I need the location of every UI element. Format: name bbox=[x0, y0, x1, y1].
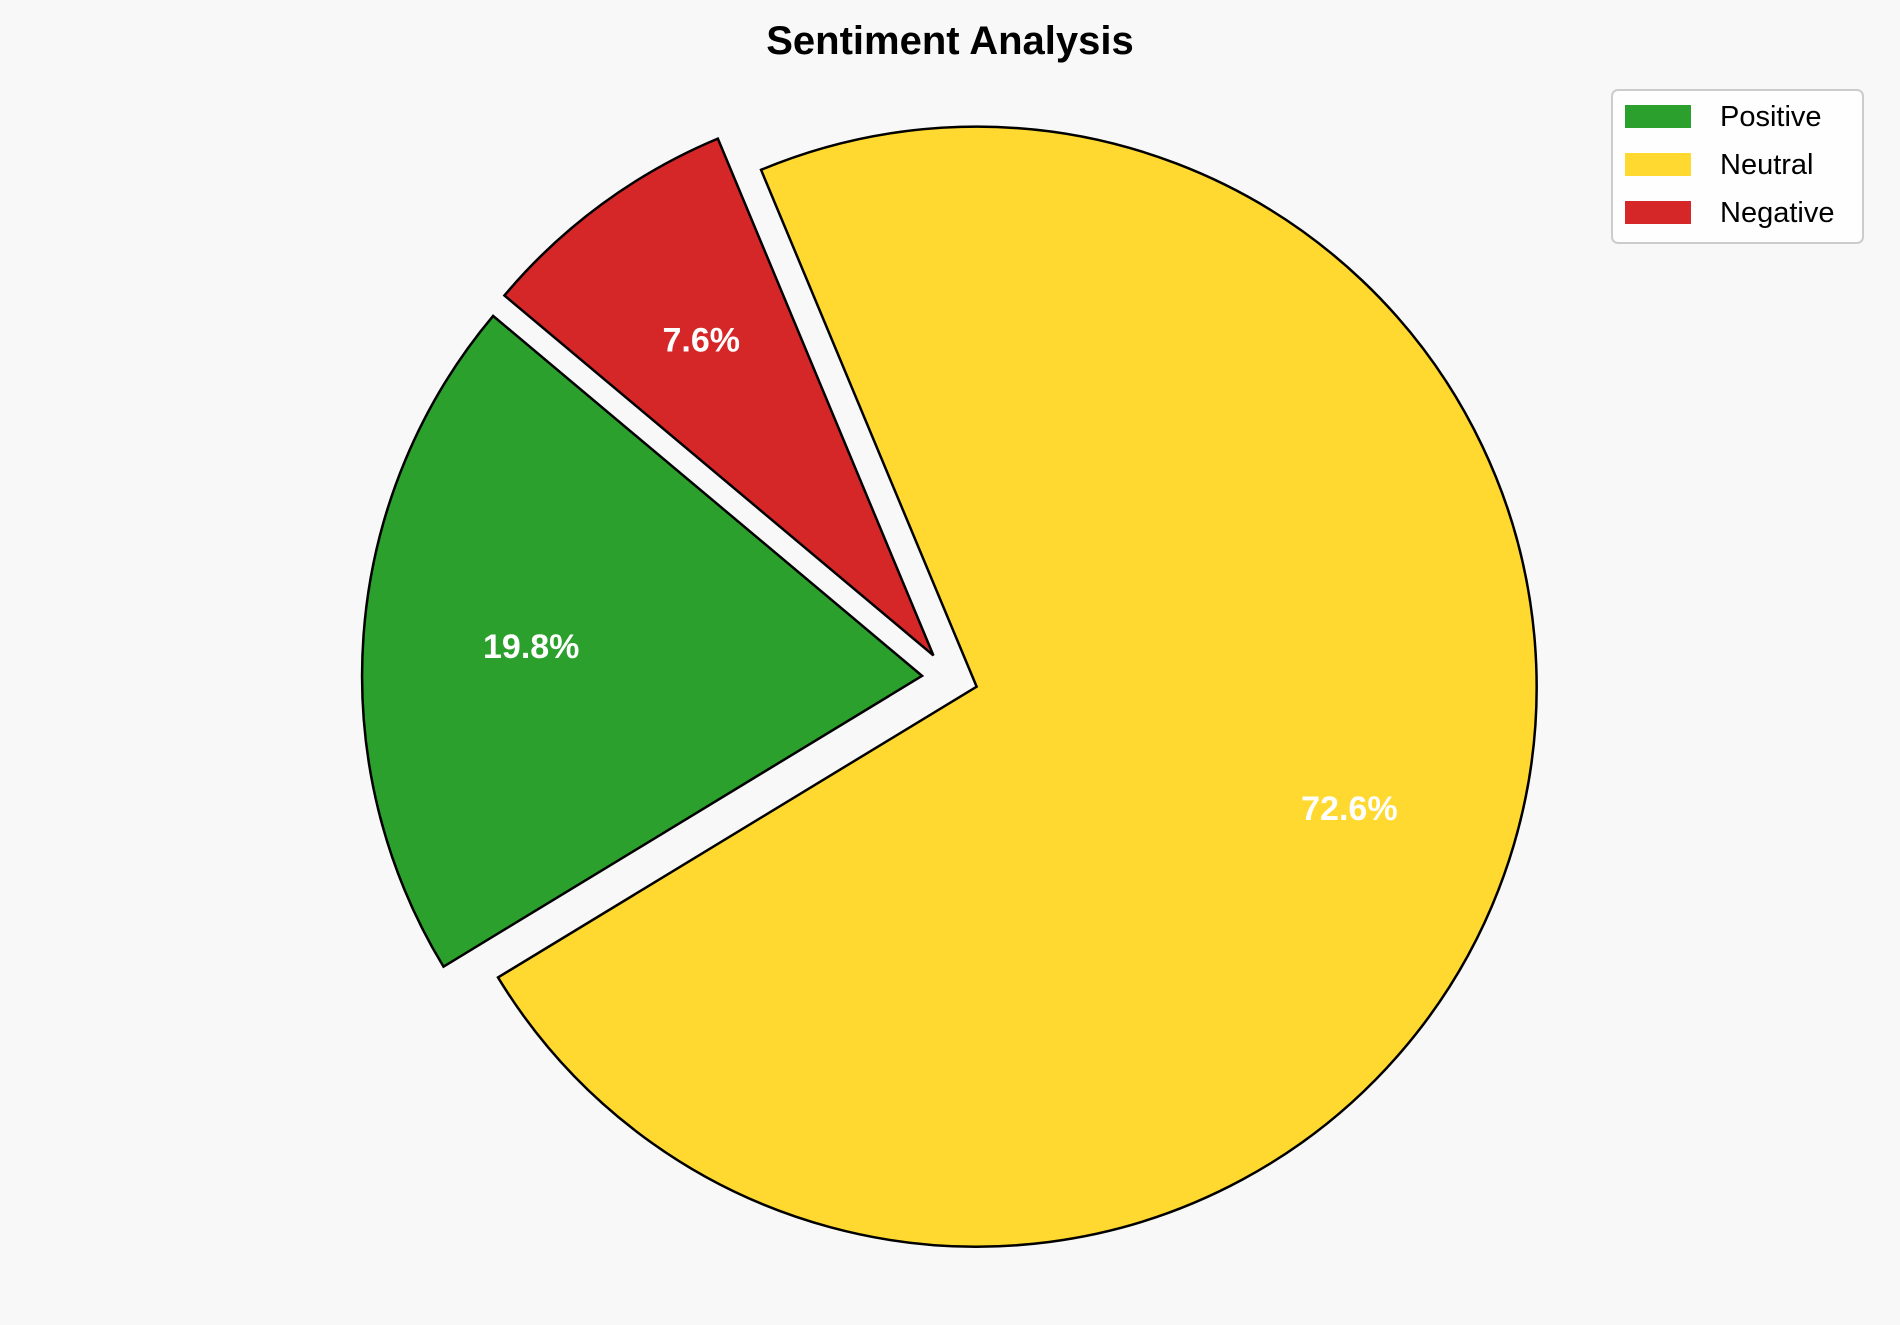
pie-slice-neutral bbox=[496, 125, 1538, 1248]
legend-swatch-positive bbox=[1625, 105, 1691, 128]
legend-label-negative: Negative bbox=[1720, 197, 1834, 229]
slice-label-positive: 19.8% bbox=[483, 628, 579, 666]
legend-swatch-neutral bbox=[1625, 153, 1691, 176]
chart-title: Sentiment Analysis bbox=[766, 19, 1134, 63]
legend: Positive Neutral Negative bbox=[1611, 89, 1864, 244]
legend-label-positive: Positive bbox=[1720, 101, 1822, 133]
pie-slice-negative bbox=[502, 136, 935, 657]
pie-slice-positive bbox=[360, 314, 925, 969]
legend-label-neutral: Neutral bbox=[1720, 149, 1814, 181]
slice-label-neutral: 72.6% bbox=[1301, 790, 1397, 828]
slice-label-negative: 7.6% bbox=[662, 322, 740, 360]
legend-swatch-negative bbox=[1625, 201, 1691, 224]
